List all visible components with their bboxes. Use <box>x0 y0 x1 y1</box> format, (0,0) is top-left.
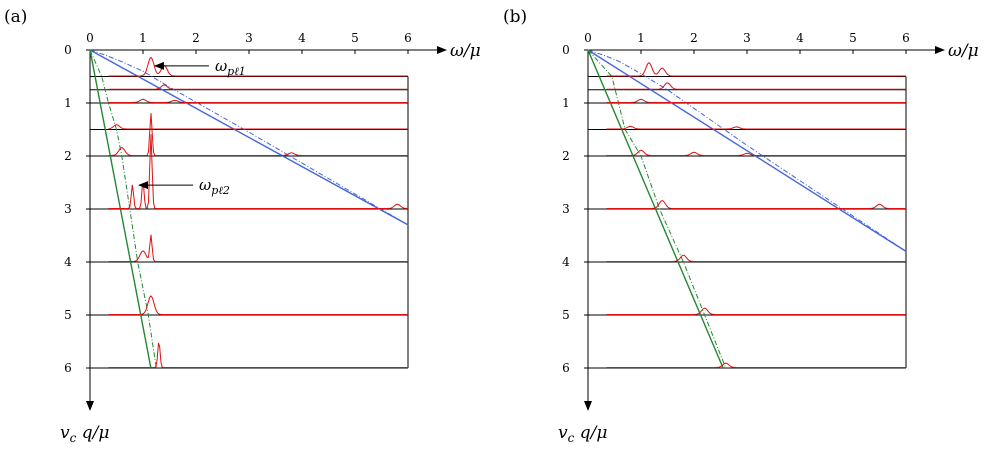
y-tick-label: 6 <box>562 361 570 375</box>
x-tick-label: 4 <box>796 31 804 45</box>
y-tick-label: 1 <box>64 96 72 110</box>
spectrum-trace-8 <box>606 362 906 368</box>
series-line-3 <box>587 49 727 369</box>
x-tick-label: 2 <box>690 31 698 45</box>
spectrum-trace-4 <box>606 149 906 156</box>
x-tick-label: 1 <box>637 31 645 45</box>
y-tick-label: 1 <box>562 96 570 110</box>
y-tick-label: 5 <box>64 308 72 322</box>
y-tick-label: 4 <box>562 255 570 269</box>
panel-a: (a) 0 1 2 3 4 5 6 0 1 2 3 4 5 6 ω/μ vc​ q/μ ωpℓ1​ ωpℓ2​ <box>4 7 481 445</box>
x-axis-label: ω/μ <box>948 41 979 61</box>
x-tick-label: 3 <box>245 31 253 45</box>
spectrum-trace-1 <box>606 82 906 90</box>
x-axis-label: ω/μ <box>450 41 481 61</box>
x-tick-label: 1 <box>139 31 147 45</box>
y-tick-label: 5 <box>562 308 570 322</box>
series-line-3 <box>89 49 157 369</box>
panel-b: (b) 0 1 2 3 4 5 6 0 1 2 3 4 5 6 ω/μ vc​ q/μ <box>503 7 979 445</box>
x-tick-label: 5 <box>849 31 857 45</box>
y-tick-label: 0 <box>562 43 570 57</box>
spectrum-trace-6 <box>606 254 906 262</box>
spectrum-trace-3 <box>606 125 906 130</box>
spectrum-trace-5 <box>108 134 409 209</box>
y-tick-label: 3 <box>64 202 72 216</box>
spectrum-trace-2 <box>606 98 906 103</box>
spectrum-trace-7 <box>606 307 906 315</box>
spectrum-trace-7 <box>108 295 408 315</box>
spectrum-trace-0 <box>108 56 408 77</box>
y-tick-label: 2 <box>64 149 72 163</box>
series-line-0 <box>587 49 907 252</box>
panel-label: (a) <box>4 7 27 27</box>
spectrum-trace-6 <box>108 234 408 262</box>
x-tick-label: 4 <box>298 31 306 45</box>
spectrum-trace-5 <box>606 200 906 209</box>
spectrum-trace-1 <box>108 84 408 90</box>
x-tick-label: 0 <box>584 31 592 45</box>
y-tick-label: 2 <box>562 149 570 163</box>
spectrum-trace-0 <box>606 62 906 77</box>
x-tick-label: 6 <box>902 31 910 45</box>
spectrum-trace-4 <box>108 113 408 156</box>
y-axis-label: vc​ q/μ <box>60 423 109 445</box>
x-tick-label: 6 <box>404 31 412 45</box>
y-tick-label: 3 <box>562 202 570 216</box>
x-tick-label: 2 <box>192 31 200 45</box>
spectrum-trace-2 <box>108 98 408 103</box>
panel-label: (b) <box>503 7 527 27</box>
y-tick-label: 4 <box>64 255 72 269</box>
spectrum-trace-3 <box>108 124 408 130</box>
x-tick-label: 0 <box>86 31 94 45</box>
spectrum-trace-8 <box>108 342 408 368</box>
y-tick-label: 0 <box>64 43 72 57</box>
annotation-label: ωpℓ1​ <box>215 57 246 78</box>
x-tick-label: 5 <box>351 31 359 45</box>
annotation-label: ωpℓ2​ <box>199 176 230 197</box>
series-line-0 <box>89 49 409 226</box>
x-tick-label: 3 <box>743 31 751 45</box>
series-line-1 <box>89 49 409 226</box>
y-axis-label: vc​ q/μ <box>558 423 607 445</box>
y-tick-label: 6 <box>64 361 72 375</box>
